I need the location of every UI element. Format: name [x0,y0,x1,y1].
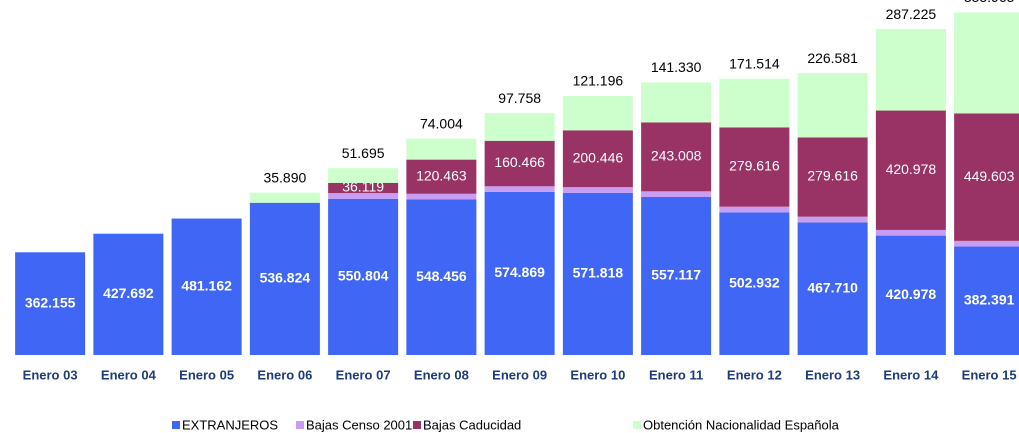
data-label: 502.932 [729,274,780,290]
bar-segment [562,192,633,355]
data-label: 97.758 [498,90,541,106]
bar-segment [328,198,399,355]
data-label: 279.616 [807,168,858,184]
data-label: 571.818 [573,265,624,281]
data-label: 287.225 [886,6,937,22]
data-label: 536.824 [260,270,311,286]
x-tick-label: Enero 15 [962,367,1017,382]
bar-segment [719,212,790,355]
x-tick-label: Enero 12 [727,367,782,382]
data-label: 51.695 [342,145,385,161]
x-tick-label: Enero 08 [414,367,469,382]
bar-segment [797,73,868,138]
bar-segment [875,110,946,230]
data-label: 226.581 [807,50,858,66]
legend-label: Obtención Nacionalidad Española [643,417,840,432]
x-tick-label: Enero 11 [649,367,703,382]
bar-segment [406,199,477,355]
x-tick-label: Enero 14 [883,367,939,382]
bar-segment [562,187,633,193]
x-tick-label: Enero 09 [492,367,547,382]
legend-swatch [633,421,641,429]
bar-segment [641,122,712,192]
bar-segment [875,229,946,236]
x-tick-label: Enero 07 [336,367,391,382]
x-tick-label: Enero 04 [101,367,157,382]
data-label: 557.117 [651,267,701,283]
data-label: 427.692 [103,285,154,301]
data-label: 200.446 [573,149,624,165]
bar-segment [797,137,868,217]
data-label: 420.978 [886,161,937,177]
bar-segment [328,182,399,194]
data-label: 141.330 [651,59,702,75]
legend-label: Bajas Censo 2001 [306,417,412,432]
data-label: 35.890 [263,169,306,185]
data-label: 355.965 [964,0,1015,5]
bar-segment [875,29,946,111]
data-label: 481.162 [181,277,232,293]
legend-label: EXTRANJEROS [182,417,278,432]
bar-segment [875,235,946,355]
bar-segment [406,138,477,160]
data-label: 171.514 [729,55,780,71]
bar-segment [954,113,1019,241]
bar-segment [171,218,242,355]
x-tick-label: Enero 06 [257,367,312,382]
x-tick-label: Enero 13 [805,367,860,382]
x-tick-label: Enero 05 [179,367,234,382]
bar-segment [484,140,555,187]
bar-segment [954,240,1019,247]
data-label: 420.978 [886,286,937,302]
x-tick-label: Enero 10 [570,367,625,382]
data-label: 467.710 [807,279,858,295]
bar-segment [249,202,320,355]
bar-segment [719,206,790,213]
bar-segment [406,159,477,194]
legend-swatch [296,421,304,429]
data-label: 121.196 [573,73,624,89]
legend-label: Bajas Caducidad [423,417,521,432]
bar-segment [484,186,555,192]
data-label: 550.804 [338,268,389,284]
data-label: 574.869 [494,264,545,280]
data-label: 160.466 [494,154,545,170]
data-label: 548.456 [416,268,467,284]
data-label: 449.603 [964,168,1015,184]
bar-segment [562,95,633,131]
bar-segment [954,12,1019,114]
x-tick-label: Enero 03 [23,367,78,382]
data-label: 243.008 [651,148,702,164]
bar-segment [641,196,712,355]
bar-segment [797,216,868,223]
data-label: 362.155 [25,294,76,310]
bar-segment [562,130,633,188]
bar-segment [719,78,790,128]
bar-segment [328,168,399,183]
bar-segment [406,193,477,200]
data-label: 120.463 [416,167,467,183]
bar-segment [93,233,164,355]
bar-segment [797,222,868,355]
data-label: 279.616 [729,158,780,174]
bar-segment [954,246,1019,355]
legend-swatch [413,421,421,429]
bar-segment [484,113,555,141]
data-label: 74.004 [420,115,463,131]
bar-segment [15,252,86,355]
bar-segment [328,193,399,199]
data-label: 382.391 [964,291,1015,307]
bar-segment [719,127,790,207]
bar-segment [484,191,555,355]
bar-segment [641,191,712,197]
bar-segment [249,192,320,203]
legend-swatch [172,421,180,429]
bar-segment [641,82,712,123]
